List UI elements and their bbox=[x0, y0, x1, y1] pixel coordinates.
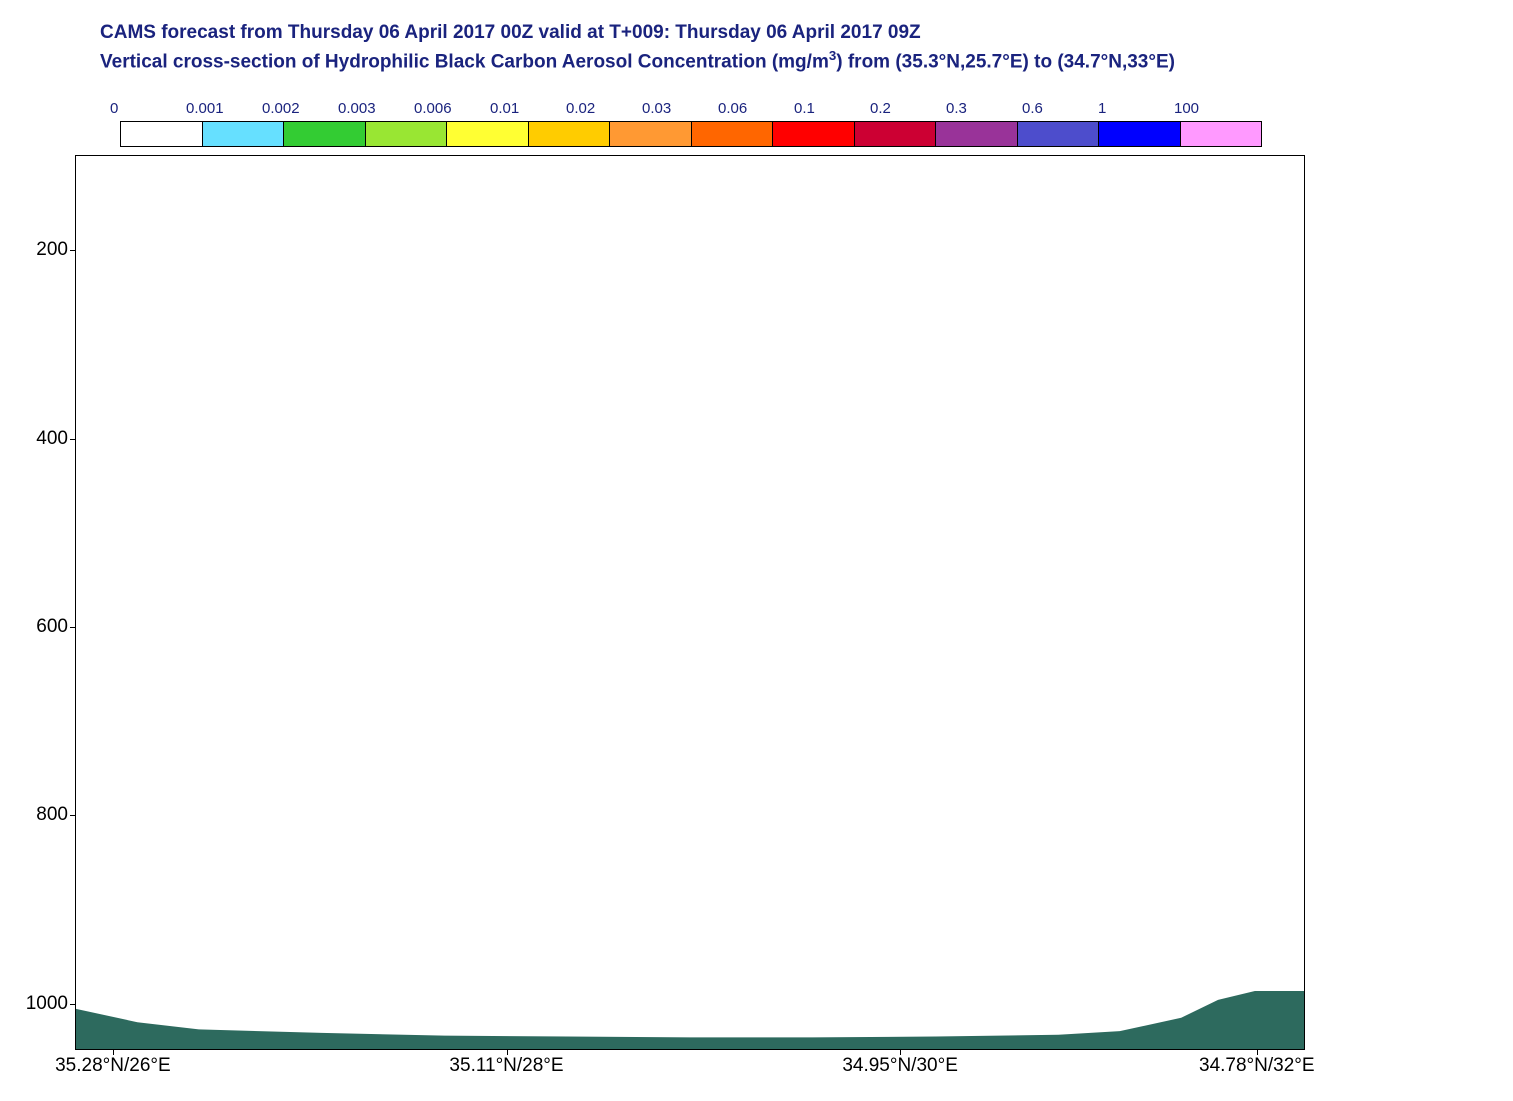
colorbar-swatch bbox=[773, 122, 855, 146]
colorbar-tick-label: 0.001 bbox=[186, 100, 262, 117]
colorbar-swatch bbox=[1181, 122, 1262, 146]
x-tick-mark bbox=[507, 1049, 508, 1055]
terrain-fill bbox=[76, 156, 1304, 1049]
colorbar-labels: 00.0010.0020.0030.0060.010.020.030.060.1… bbox=[120, 100, 1260, 117]
plot-area: 200400600800100035.28°N/26°E35.11°N/28°E… bbox=[75, 155, 1305, 1050]
chart-title-line2: Vertical cross-section of Hydrophilic Bl… bbox=[100, 47, 1175, 76]
chart-title-line1: CAMS forecast from Thursday 06 April 201… bbox=[100, 20, 1175, 47]
colorbar-tick-label: 0.03 bbox=[642, 100, 718, 117]
x-tick-mark bbox=[900, 1049, 901, 1055]
colorbar-swatch bbox=[447, 122, 529, 146]
colorbar-swatches bbox=[120, 121, 1262, 147]
y-tick-mark bbox=[70, 815, 76, 816]
colorbar-swatch bbox=[1018, 122, 1100, 146]
colorbar-swatch bbox=[284, 122, 366, 146]
colorbar-tick-label: 0.06 bbox=[718, 100, 794, 117]
terrain-polygon bbox=[76, 991, 1304, 1049]
colorbar-swatch bbox=[692, 122, 774, 146]
colorbar-tick-label: 0.003 bbox=[338, 100, 414, 117]
colorbar-tick-label: 0 bbox=[110, 100, 186, 117]
colorbar-swatch bbox=[936, 122, 1018, 146]
subtitle-prefix: Vertical cross-section of Hydrophilic Bl… bbox=[100, 51, 829, 72]
colorbar-tick-label: 0.01 bbox=[490, 100, 566, 117]
colorbar-swatch bbox=[1099, 122, 1181, 146]
y-tick-mark bbox=[70, 627, 76, 628]
colorbar-tick-label: 0.02 bbox=[566, 100, 642, 117]
colorbar-tick-label: 0.006 bbox=[414, 100, 490, 117]
colorbar-swatch bbox=[529, 122, 611, 146]
y-tick-mark bbox=[70, 439, 76, 440]
colorbar-tick-label: 0.002 bbox=[262, 100, 338, 117]
colorbar-swatch bbox=[121, 122, 203, 146]
colorbar-tick-label: 0.6 bbox=[1022, 100, 1098, 117]
subtitle-suffix: ) from (35.3°N,25.7°E) to (34.7°N,33°E) bbox=[836, 51, 1175, 72]
colorbar-tick-label: 1 bbox=[1098, 100, 1174, 117]
colorbar: 00.0010.0020.0030.0060.010.020.030.060.1… bbox=[120, 100, 1260, 147]
x-tick-mark bbox=[113, 1049, 114, 1055]
colorbar-swatch bbox=[203, 122, 285, 146]
y-tick-mark bbox=[70, 1004, 76, 1005]
chart-title-block: CAMS forecast from Thursday 06 April 201… bbox=[100, 20, 1175, 76]
colorbar-swatch bbox=[366, 122, 448, 146]
x-tick-mark bbox=[1257, 1049, 1258, 1055]
y-tick-mark bbox=[70, 250, 76, 251]
colorbar-tick-label: 0.3 bbox=[946, 100, 1022, 117]
colorbar-swatch bbox=[610, 122, 692, 146]
colorbar-tick-label: 100 bbox=[1174, 100, 1250, 117]
colorbar-tick-label: 0.2 bbox=[870, 100, 946, 117]
colorbar-swatch bbox=[855, 122, 937, 146]
colorbar-tick-label: 0.1 bbox=[794, 100, 870, 117]
y-tick-label: 1000 bbox=[26, 993, 76, 1015]
